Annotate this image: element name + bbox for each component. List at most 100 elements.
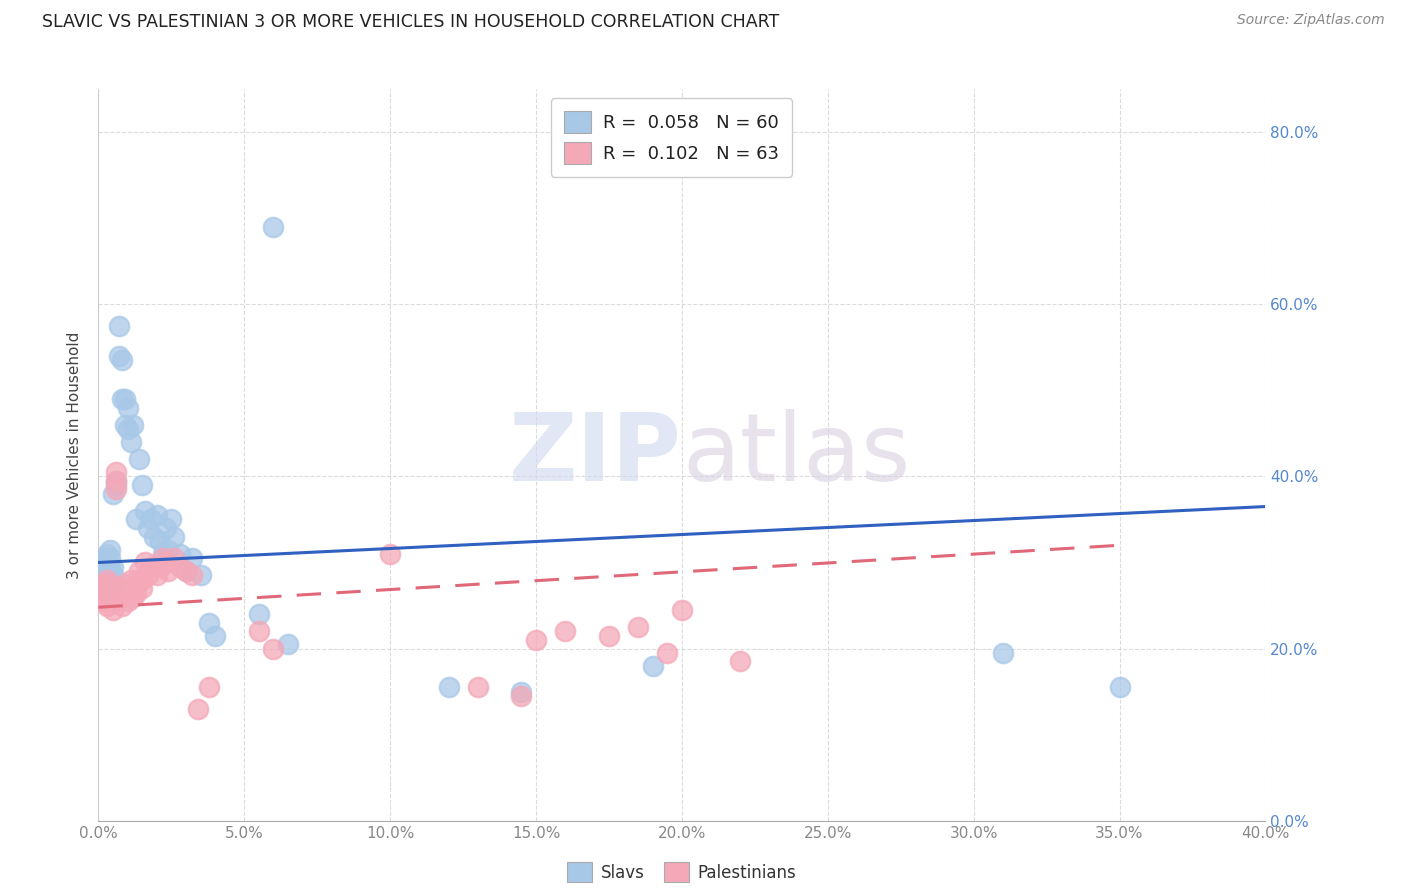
Point: [155, 521, 177, 535]
Text: SLAVIC VS PALESTINIAN 3 OR MORE VEHICLES IN HOUSEHOLD CORRELATION CHART: SLAVIC VS PALESTINIAN 3 OR MORE VEHICLES…: [42, 13, 779, 31]
Point: [90, 568, 112, 582]
Point: [728, 655, 751, 669]
Point: [122, 417, 145, 432]
Point: [125, 512, 148, 526]
Point: [204, 629, 226, 643]
Point: [125, 577, 148, 591]
Point: [378, 547, 402, 561]
Point: [101, 594, 124, 608]
Point: [101, 568, 124, 582]
Text: Source: ZipAtlas.com: Source: ZipAtlas.com: [1237, 13, 1385, 28]
Point: [128, 452, 150, 467]
Point: [108, 590, 131, 604]
Point: [114, 577, 136, 591]
Point: [93, 577, 115, 591]
Point: [108, 318, 131, 333]
Point: [108, 582, 131, 596]
Point: [152, 547, 174, 561]
Point: [114, 417, 136, 432]
Point: [101, 486, 124, 500]
Point: [96, 556, 118, 570]
Point: [641, 658, 664, 673]
Point: [117, 594, 139, 608]
Point: [128, 573, 150, 587]
Point: [98, 585, 121, 599]
Point: [134, 504, 156, 518]
Point: [101, 603, 124, 617]
Point: [90, 590, 112, 604]
Point: [111, 353, 134, 368]
Point: [190, 568, 212, 582]
Point: [90, 559, 112, 574]
Point: [104, 474, 127, 488]
Point: [98, 551, 121, 566]
Point: [111, 599, 134, 613]
Point: [510, 684, 533, 698]
Point: [163, 530, 186, 544]
Point: [101, 585, 124, 599]
Point: [96, 585, 118, 599]
Point: [96, 599, 118, 613]
Point: [139, 512, 162, 526]
Point: [554, 624, 576, 639]
Point: [139, 559, 162, 574]
Point: [142, 559, 165, 574]
Point: [90, 582, 112, 596]
Point: [146, 508, 169, 523]
Point: [1108, 680, 1130, 694]
Point: [174, 564, 197, 578]
Point: [125, 585, 148, 599]
Point: [120, 435, 142, 450]
Point: [467, 680, 489, 694]
Point: [198, 680, 221, 694]
Point: [104, 483, 127, 497]
Point: [96, 590, 118, 604]
Point: [104, 478, 127, 492]
Point: [152, 551, 174, 566]
Point: [627, 620, 650, 634]
Legend: Slavs, Palestinians: Slavs, Palestinians: [561, 855, 803, 889]
Point: [598, 629, 620, 643]
Point: [198, 615, 221, 630]
Point: [247, 607, 270, 621]
Point: [169, 559, 191, 574]
Point: [114, 392, 136, 406]
Point: [96, 547, 118, 561]
Point: [262, 219, 284, 234]
Point: [111, 392, 134, 406]
Text: atlas: atlas: [682, 409, 910, 501]
Y-axis label: 3 or more Vehicles in Household: 3 or more Vehicles in Household: [67, 331, 83, 579]
Point: [93, 551, 115, 566]
Point: [101, 559, 124, 574]
Point: [93, 564, 115, 578]
Point: [149, 559, 172, 574]
Point: [160, 512, 183, 526]
Point: [117, 585, 139, 599]
Point: [180, 568, 202, 582]
Point: [437, 680, 460, 694]
Point: [277, 637, 299, 651]
Point: [96, 568, 118, 582]
Point: [93, 577, 115, 591]
Point: [174, 564, 197, 578]
Point: [180, 551, 202, 566]
Point: [117, 422, 139, 436]
Point: [149, 533, 172, 548]
Point: [131, 478, 153, 492]
Point: [104, 474, 127, 488]
Point: [93, 585, 115, 599]
Point: [96, 582, 118, 596]
Point: [136, 568, 159, 582]
Point: [247, 624, 270, 639]
Point: [131, 573, 153, 587]
Point: [169, 547, 191, 561]
Point: [136, 521, 159, 535]
Point: [157, 542, 180, 557]
Point: [991, 646, 1014, 660]
Point: [155, 556, 177, 570]
Point: [187, 702, 209, 716]
Point: [93, 573, 115, 587]
Point: [120, 573, 142, 587]
Point: [117, 401, 139, 415]
Point: [262, 641, 284, 656]
